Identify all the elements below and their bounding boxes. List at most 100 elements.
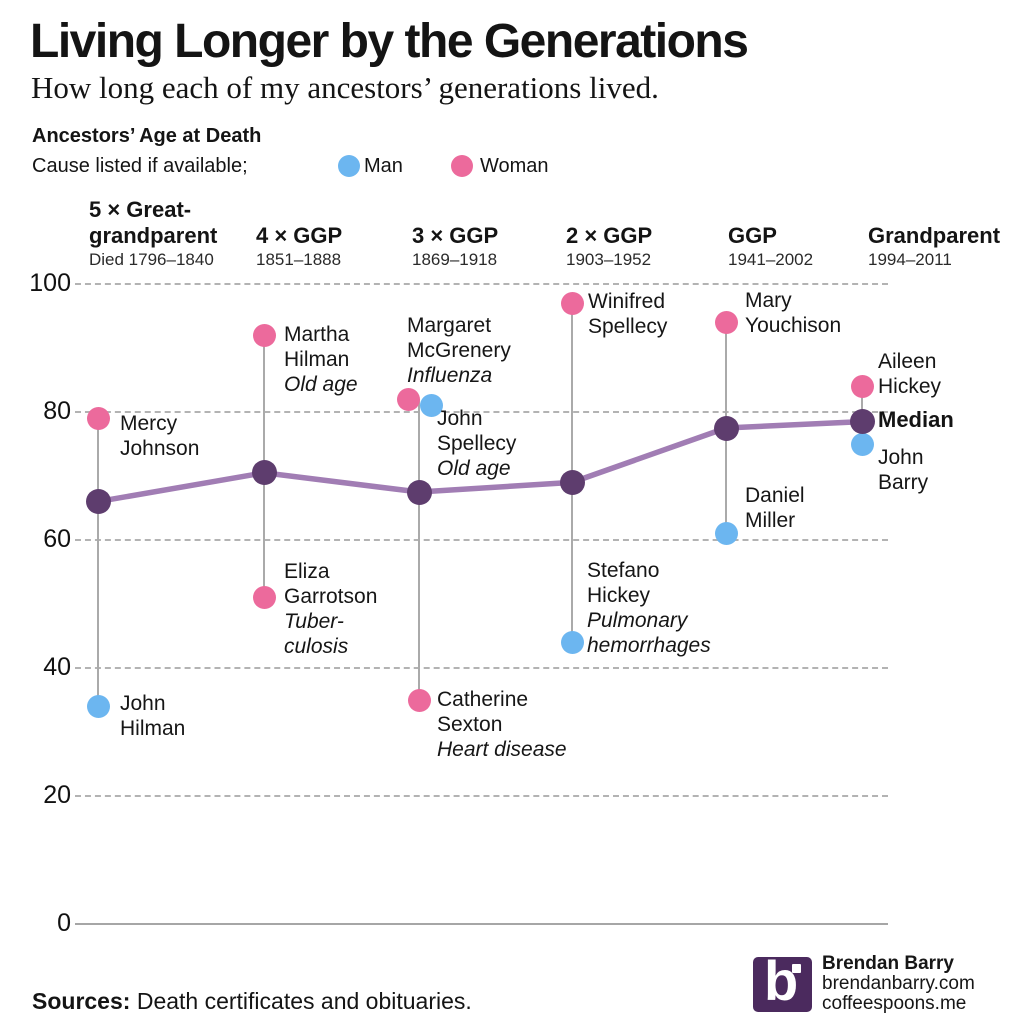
person-name-line: Spellecy (437, 432, 517, 455)
cause-of-death-line: Old age (437, 457, 511, 480)
person-dot-man (850, 432, 874, 456)
person-dot-woman (396, 387, 420, 411)
person-name-line: Mary (745, 289, 792, 312)
person-dot-man (419, 394, 443, 418)
median-dot (713, 415, 739, 441)
generation-period: 1869–1918 (412, 250, 498, 269)
generation-header: 4 × GGP 1851–1888 (256, 196, 436, 271)
person-label: Mercy Johnson (120, 411, 199, 461)
person-name-line: Barry (878, 471, 929, 494)
person-name-line: Garrotson (284, 585, 378, 608)
generation-label-line: 4 × GGP (256, 223, 343, 248)
gridline (75, 667, 888, 669)
cause-of-death-line: culosis (284, 635, 349, 658)
generation-label-line: 5 × Great- (89, 197, 192, 222)
brendan-barry-logo: b (753, 949, 812, 1012)
gridline (75, 283, 888, 285)
y-tick-label: 100 (29, 269, 71, 297)
person-name-line: McGrenery (407, 339, 511, 362)
page-subtitle: How long each of my ancestors’ generatio… (31, 70, 659, 105)
generation-header: GGP 1941–2002 (728, 196, 908, 271)
generation-label: GGP (728, 196, 908, 249)
person-name-line: Daniel (745, 484, 805, 507)
person-dot-woman (714, 310, 738, 334)
median-label: Median (878, 407, 954, 432)
person-dot-man (714, 522, 738, 546)
generation-header: 5 × Great-grandparent Died 1796–1840 (89, 196, 269, 271)
sources-text: Death certificates and obituaries. (130, 988, 472, 1014)
gridline (75, 795, 888, 797)
woman-legend-label: Woman (480, 155, 549, 177)
generation-label: 2 × GGP (566, 196, 746, 249)
chart-axis-title: Ancestors’ Age at Death (32, 125, 262, 147)
woman-legend-dot-icon (451, 155, 473, 177)
generation-label: 3 × GGP (412, 196, 592, 249)
median-dot (251, 460, 277, 486)
median-dot (559, 469, 585, 495)
person-name-line: Margaret (407, 314, 492, 337)
gridline (75, 411, 888, 413)
person-dot-man (86, 694, 110, 718)
generation-period: 1903–1952 (566, 250, 652, 269)
credit-block: Brendan Barry brendanbarry.com coffeespo… (822, 954, 975, 1014)
person-name-line: Johnson (120, 437, 200, 460)
chart-axis-note: Cause listed if available; (32, 155, 248, 177)
median-dot (849, 409, 875, 435)
generation-header: 2 × GGP 1903–1952 (566, 196, 746, 271)
sources-label: Sources: (32, 988, 131, 1014)
person-name-line: John (437, 407, 483, 430)
person-label: Aileen Hickey (878, 349, 941, 399)
person-name-line: Hilman (120, 717, 186, 740)
generation-label-line: grandparent (89, 223, 218, 248)
y-tick-label: 0 (57, 909, 71, 937)
person-dot-woman (252, 323, 276, 347)
logo-fleck-icon (792, 964, 801, 973)
median-dot (406, 479, 432, 505)
person-name-line: Spellecy (588, 315, 668, 338)
person-name-line: Martha (284, 323, 350, 346)
cause-of-death-line: Influenza (407, 364, 493, 387)
page-title: Living Longer by the Generations (30, 15, 749, 68)
man-legend-dot-icon (338, 155, 360, 177)
x-axis-line (75, 923, 888, 925)
generation-period: Died 1796–1840 (89, 250, 214, 269)
cause-of-death-line: Heart disease (437, 738, 567, 761)
column-stem (418, 399, 420, 700)
person-label: John Spellecy Old age (437, 406, 516, 481)
cause-of-death-line: Tuber- (284, 610, 344, 633)
person-name-line: John (120, 692, 166, 715)
person-label: Eliza Garrotson Tuber-culosis (284, 559, 377, 659)
cause-of-death-line: Pulmonary (587, 609, 688, 632)
credit-name: Brendan Barry (822, 953, 954, 974)
person-name-line: Youchison (745, 314, 842, 337)
person-label: Mary Youchison (745, 288, 841, 338)
column-stem (97, 418, 99, 707)
median-dot (85, 489, 111, 515)
gridline (75, 539, 888, 541)
person-dot-woman (407, 688, 431, 712)
person-dot-woman (560, 291, 584, 315)
person-name-line: John (878, 446, 924, 469)
person-dot-woman (86, 406, 110, 430)
person-label: Stefano Hickey Pulmonary hemorrhages (587, 558, 711, 658)
generation-label-line: 2 × GGP (566, 223, 653, 248)
cause-of-death-line: Old age (284, 373, 358, 396)
person-name-line: Eliza (284, 560, 330, 583)
sources-note: Sources: Death certificates and obituari… (32, 988, 472, 1015)
person-name-line: Mercy (120, 412, 178, 435)
person-label: Martha Hilman Old age (284, 322, 358, 397)
generation-period: 1851–1888 (256, 250, 342, 269)
y-tick-label: 60 (43, 525, 71, 553)
y-tick-label: 20 (43, 781, 71, 809)
generation-header: Grandparent 1994–2011 (868, 196, 1024, 271)
generation-label-line: 3 × GGP (412, 223, 499, 248)
generation-period: 1941–2002 (728, 250, 814, 269)
person-label: Catherine Sexton Heart disease (437, 687, 567, 762)
person-name-line: Hickey (587, 584, 651, 607)
man-legend-label: Man (364, 155, 403, 177)
person-name-line: Stefano (587, 559, 660, 582)
person-name-line: Winifred (588, 290, 666, 313)
person-label: Margaret McGrenery Influenza (407, 313, 511, 388)
y-tick-label: 80 (43, 397, 71, 425)
